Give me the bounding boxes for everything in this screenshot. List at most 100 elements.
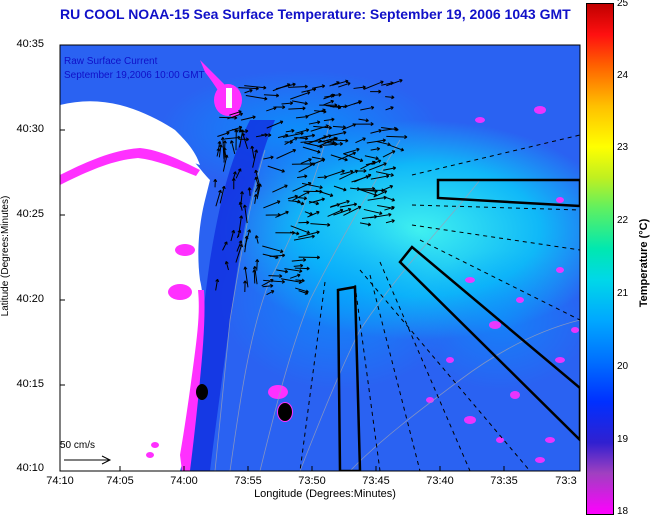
current-vector	[288, 84, 308, 89]
current-vector	[239, 137, 249, 142]
current-vector	[227, 125, 243, 133]
current-vector	[220, 136, 225, 159]
current-vector	[331, 79, 349, 86]
current-vector	[295, 278, 305, 283]
station-marker	[196, 384, 208, 400]
current-vector	[384, 205, 395, 211]
current-vector	[370, 89, 382, 94]
current-vector	[343, 205, 362, 216]
map-title: RU COOL NOAA-15 Sea Surface Temperature:…	[60, 6, 571, 22]
current-vector	[332, 125, 346, 130]
current-vector	[244, 229, 251, 247]
current-vector	[227, 112, 244, 120]
x-tick-label: 74:05	[106, 475, 134, 487]
current-vector	[244, 88, 253, 94]
current-vector	[385, 106, 394, 111]
current-vector	[245, 95, 268, 101]
current-vector	[385, 219, 395, 224]
colorbar-tick: 24	[617, 70, 629, 81]
colorbar-tick: 25	[617, 0, 629, 9]
current-vector	[326, 169, 345, 178]
current-vector	[263, 155, 274, 160]
current-vector	[237, 215, 244, 238]
current-vector	[235, 243, 244, 263]
current-vector	[307, 210, 320, 218]
current-vector	[216, 148, 221, 157]
current-vector	[363, 208, 383, 216]
current-vector	[250, 145, 255, 159]
current-vector	[304, 142, 323, 149]
current-vector	[333, 207, 352, 216]
current-vector	[343, 147, 360, 155]
current-vector	[290, 225, 310, 235]
current-vector	[310, 222, 331, 227]
current-vector	[276, 269, 289, 274]
current-vector	[240, 115, 256, 121]
colorbar-tick: 23	[617, 142, 629, 153]
current-vector	[311, 156, 325, 162]
current-vector	[315, 189, 334, 198]
current-vector	[243, 280, 248, 292]
current-vector	[287, 194, 299, 200]
current-vector	[254, 235, 259, 244]
current-vector	[252, 265, 258, 285]
current-vector	[230, 229, 236, 242]
current-vector	[368, 162, 387, 171]
legend-current-date: September 19,2006 10:00 GMT	[64, 70, 205, 81]
current-vector	[281, 101, 294, 106]
current-vector	[253, 193, 258, 204]
current-vector	[306, 108, 326, 117]
current-vector	[329, 138, 349, 143]
current-vector	[370, 146, 381, 151]
current-vector	[325, 105, 342, 110]
current-vector	[235, 168, 242, 179]
current-vector	[222, 241, 228, 251]
current-vector	[268, 274, 283, 279]
legend-current-label: Raw Surface Current	[64, 56, 158, 67]
current-vector	[263, 93, 280, 98]
current-vector	[361, 214, 378, 220]
current-vector	[375, 171, 394, 177]
y-tick-label: 40:35	[16, 38, 44, 50]
current-vector	[360, 160, 376, 170]
current-vector	[293, 263, 304, 268]
current-vector	[274, 105, 286, 110]
current-vector	[238, 201, 243, 211]
current-vector	[354, 173, 372, 183]
current-vector	[323, 93, 336, 100]
y-tick-label: 40:25	[16, 208, 44, 220]
current-vector	[275, 82, 296, 90]
current-vector	[265, 212, 281, 217]
current-vector	[224, 135, 241, 140]
current-vector	[299, 133, 316, 139]
current-vector	[247, 187, 252, 196]
current-vector	[262, 253, 279, 260]
current-vector	[382, 150, 396, 158]
x-tick-label: 73:40	[426, 475, 454, 487]
scale-label: 50 cm/s	[60, 440, 96, 451]
current-vector	[298, 255, 320, 260]
current-vector	[355, 137, 366, 144]
x-tick-label: 73:45	[362, 475, 390, 487]
current-vector	[294, 266, 310, 271]
current-vector	[215, 189, 222, 207]
transect-boxes	[336, 178, 580, 471]
current-vector	[352, 122, 374, 127]
current-vector	[297, 174, 308, 179]
current-vector	[322, 141, 344, 146]
current-vector	[284, 140, 293, 145]
current-vector	[290, 91, 311, 100]
current-vector	[338, 81, 351, 88]
current-vector	[366, 138, 386, 144]
current-vector	[329, 203, 341, 208]
current-vector	[243, 266, 249, 288]
current-vector	[363, 80, 384, 90]
current-vector	[217, 131, 230, 137]
x-tick-label: 73:50	[298, 475, 326, 487]
current-vector	[219, 185, 226, 204]
radial-dashed-lines	[299, 134, 580, 471]
current-vector	[388, 144, 405, 152]
current-vector	[383, 166, 397, 171]
current-vector	[285, 128, 295, 133]
current-vector	[339, 169, 359, 180]
